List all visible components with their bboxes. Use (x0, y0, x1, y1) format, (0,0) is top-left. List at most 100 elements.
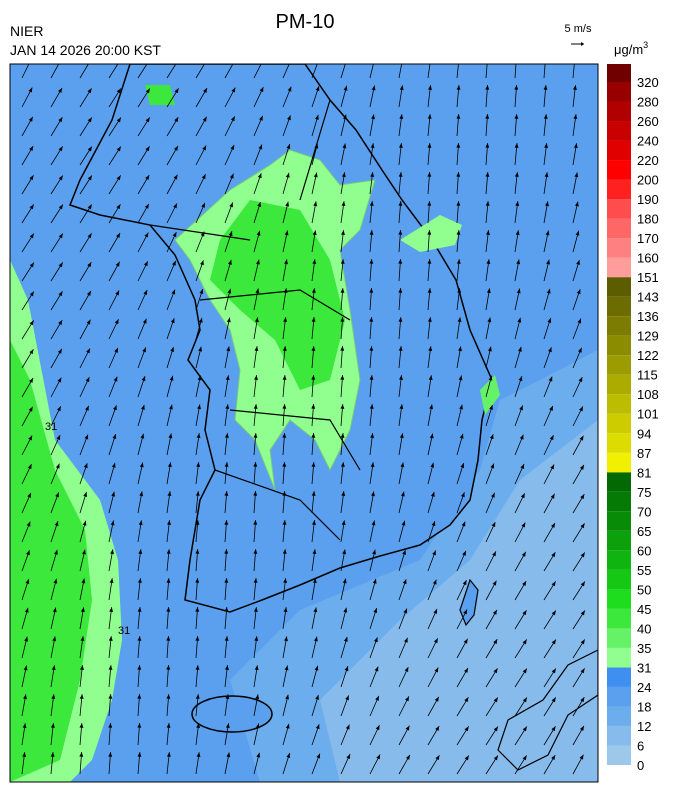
wind-arrow-head (29, 233, 34, 239)
wind-arrow-head (342, 578, 347, 584)
wind-arrow-head (521, 551, 526, 557)
wind-arrow-head (58, 262, 63, 268)
wind-arrow-head (456, 201, 461, 206)
wind-arrow-head (58, 117, 63, 123)
wind-arrow-head (283, 317, 288, 322)
wind-arrow-head (550, 493, 555, 499)
wind-arrow-head (456, 85, 461, 90)
wind-arrow-head (459, 404, 463, 410)
colorbar-segment (607, 491, 631, 512)
wind-arrow-head (464, 755, 469, 761)
wind-arrow-head (84, 434, 89, 440)
colorbar-segment (607, 706, 631, 726)
wind-arrow-head (29, 349, 34, 355)
wind-arrow-head (516, 288, 521, 294)
wind-arrow-head (429, 404, 434, 410)
wind-arrow-head (312, 520, 316, 525)
wind-arrow-head (28, 116, 33, 122)
wind-arrow-head (464, 726, 469, 732)
wind-arrow-head (282, 346, 287, 351)
wind-arrow-head (486, 259, 491, 265)
colorbar-segment (607, 686, 631, 707)
jeju (191, 695, 273, 733)
wind-arrow-head (375, 725, 380, 731)
wind-arrow-head (259, 87, 264, 93)
wind-arrow-head (372, 549, 376, 555)
wind-arrow-head (316, 57, 320, 62)
colorbar-segment (607, 745, 631, 765)
wind-arrow-head (195, 665, 200, 670)
wind-arrow-head (284, 230, 289, 236)
wind-arrow-head (551, 522, 556, 528)
wind-arrow-head (311, 404, 316, 409)
wind-arrow-head (514, 172, 519, 177)
wind-arrow-head (486, 230, 490, 235)
wind-arrow-head (202, 116, 207, 122)
wind-arrow-head (371, 114, 375, 120)
wind-arrow-head (579, 754, 584, 760)
wind-arrow-head (224, 549, 229, 554)
wind-arrow-head (116, 117, 121, 123)
wind-arrow-head (464, 667, 469, 673)
wind-arrow-head (228, 259, 232, 265)
wind-arrow-head (169, 404, 173, 410)
wind-arrow-head (172, 260, 176, 266)
wind-arrow-head (404, 637, 408, 643)
wind-arrow-head (108, 752, 113, 757)
wind-arrow (311, 64, 318, 79)
wind-arrow-head (311, 317, 316, 322)
wind-arrow-head (58, 291, 63, 297)
wind-arrow-head (487, 317, 492, 323)
wind-arrow-head (174, 117, 179, 123)
wind-arrow-head (195, 578, 200, 583)
colorbar-segment (607, 452, 631, 473)
wind-arrow-head (254, 375, 258, 380)
wind-arrow-head (546, 288, 551, 294)
wind-arrow-head (145, 146, 150, 152)
wind-arrow-head (489, 404, 493, 410)
wind-arrow-head (551, 552, 556, 558)
wind-arrow-head (284, 665, 289, 671)
wind-arrow (195, 64, 205, 79)
wind-arrow-head (399, 114, 404, 120)
wind-arrow-head (144, 232, 149, 238)
wind-arrow-head (54, 521, 59, 527)
wind-arrow-head (87, 146, 92, 152)
wind-arrow-head (166, 549, 171, 554)
wind-arrow-head (55, 492, 59, 498)
wind-arrow-head (580, 668, 585, 674)
colorbar-label: 31 (637, 660, 651, 675)
wind-arrow-head (457, 56, 461, 61)
wind-arrow-head (141, 404, 145, 410)
wind-arrow-head (143, 261, 148, 267)
wind-arrow-head (492, 580, 497, 586)
wind-arrow-head (79, 752, 84, 757)
colorbar-label: 0 (637, 758, 644, 773)
wind-arrow-head (108, 636, 113, 641)
wind-arrow-head (522, 726, 527, 732)
colorbar-label: 12 (637, 719, 651, 734)
wind-arrow-head (283, 578, 288, 583)
wind-arrow-head (579, 406, 583, 412)
wind-arrow-head (573, 114, 578, 120)
colorbar-label: 40 (637, 621, 651, 636)
wind-arrow-head (520, 463, 525, 469)
wind-arrow-head (259, 115, 263, 121)
wind-arrow-head (398, 172, 403, 177)
wind-arrow (224, 64, 234, 79)
wind-arrow-head (521, 522, 526, 528)
colorbar-segment (607, 608, 631, 629)
wind-arrow-head (80, 665, 84, 670)
wind-arrow-head (166, 636, 171, 641)
wind-arrow-head (341, 172, 346, 178)
wind-arrow-head (311, 288, 316, 293)
wind-arrow-head (53, 578, 58, 584)
wind-arrow-head (462, 580, 467, 586)
wind-arrow-head (460, 463, 465, 469)
colorbar-label: 6 (637, 738, 644, 753)
wind-arrow-head (398, 259, 403, 264)
wind-arrow-head (256, 259, 260, 265)
wind-arrow-head (225, 404, 230, 410)
wind-arrow-head (546, 259, 550, 265)
wind-arrow-head (399, 85, 404, 91)
